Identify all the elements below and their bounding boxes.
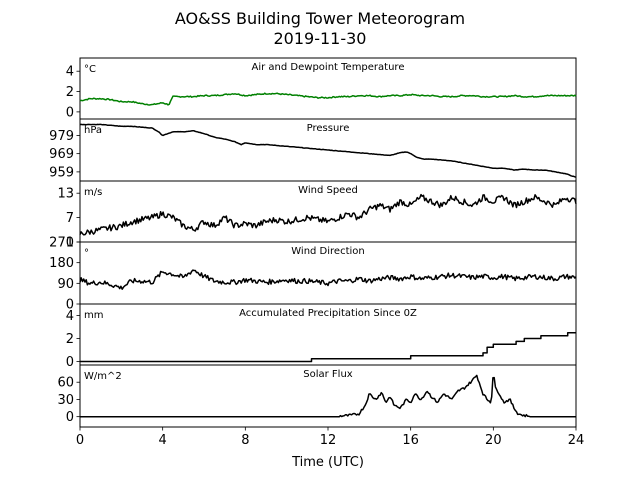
series-line — [80, 332, 576, 363]
panel-unit-label: hPa — [84, 125, 102, 136]
panel-title: Accumulated Precipitation Since 0Z — [239, 308, 417, 319]
series-line — [80, 374, 576, 418]
panel-unit-label: °C — [84, 64, 96, 75]
x-axis: 0 4 8 12 16 20 24 — [76, 427, 584, 448]
y-tick-label: 60 — [57, 376, 74, 391]
y-tick-label: 1 — [66, 236, 74, 251]
panel-unit-label: W/m^2 — [84, 371, 122, 382]
panel-title: Air and Dewpoint Temperature — [252, 62, 405, 73]
panel-4: 0 2 4 mm Accumulated Precipitation Since 0Z — [66, 303, 577, 370]
y-tick-label: 4 — [66, 65, 74, 80]
x-tick-label: 12 — [320, 433, 337, 448]
y-tick-label: 0 — [66, 410, 74, 425]
panel-title: Solar Flux — [303, 369, 353, 380]
y-tick-label: 2 — [66, 85, 74, 100]
x-tick-label: 20 — [485, 433, 502, 448]
panel-3: 0 90 180 270 ° Wind Direction — [49, 236, 577, 313]
figure-title: AO&SS Building Tower Meteorogram — [175, 9, 465, 28]
y-tick-label: 0 — [66, 105, 74, 120]
series-line — [79, 123, 577, 178]
panels-group: 024 °C Air and Dewpoint Temperature9599699… — [49, 57, 577, 428]
y-tick-label: 969 — [49, 147, 74, 162]
y-tick-label: 979 — [49, 129, 74, 144]
panel-title: Wind Direction — [291, 246, 365, 257]
y-tick-label: 0 — [66, 355, 74, 370]
panel-0: 0 2 4 °C Air and Dewpoint Temperature — [66, 57, 577, 120]
panel-2: 1 7 13 m/s Wind Speed — [57, 180, 577, 251]
y-tick-label: 13 — [57, 187, 74, 202]
y-tick-label: 90 — [57, 277, 74, 292]
panel-unit-label: mm — [84, 310, 103, 321]
panel-5: 0 30 60 W/m^2 Solar Flux — [57, 364, 577, 428]
series-line — [79, 92, 577, 106]
panel-unit-label: ° — [84, 248, 89, 259]
panel-unit-label: m/s — [84, 187, 102, 198]
x-tick-label: 24 — [568, 433, 585, 448]
x-tick-label: 4 — [159, 433, 167, 448]
series-line — [79, 269, 577, 290]
y-tick-label: 180 — [49, 256, 74, 271]
x-axis-label: Time (UTC) — [291, 455, 364, 470]
y-tick-label: 30 — [57, 393, 74, 408]
panel-1: 959 969 979 hPa Pressure — [49, 118, 577, 182]
figure-subtitle: 2019-11-30 — [274, 29, 367, 48]
series-line — [79, 193, 577, 236]
y-tick-label: 2 — [66, 332, 74, 347]
y-tick-label: 7 — [66, 211, 74, 226]
x-tick-label: 8 — [241, 433, 249, 448]
x-tick-label: 16 — [402, 433, 419, 448]
x-tick-label: 0 — [76, 433, 84, 448]
panel-title: Pressure — [307, 123, 350, 134]
y-tick-label: 959 — [49, 165, 74, 180]
y-tick-label: 270 — [49, 236, 74, 251]
y-tick-label: 0 — [66, 298, 74, 313]
y-tick-label: 4 — [66, 309, 74, 324]
panel-title: Wind Speed — [298, 185, 358, 196]
